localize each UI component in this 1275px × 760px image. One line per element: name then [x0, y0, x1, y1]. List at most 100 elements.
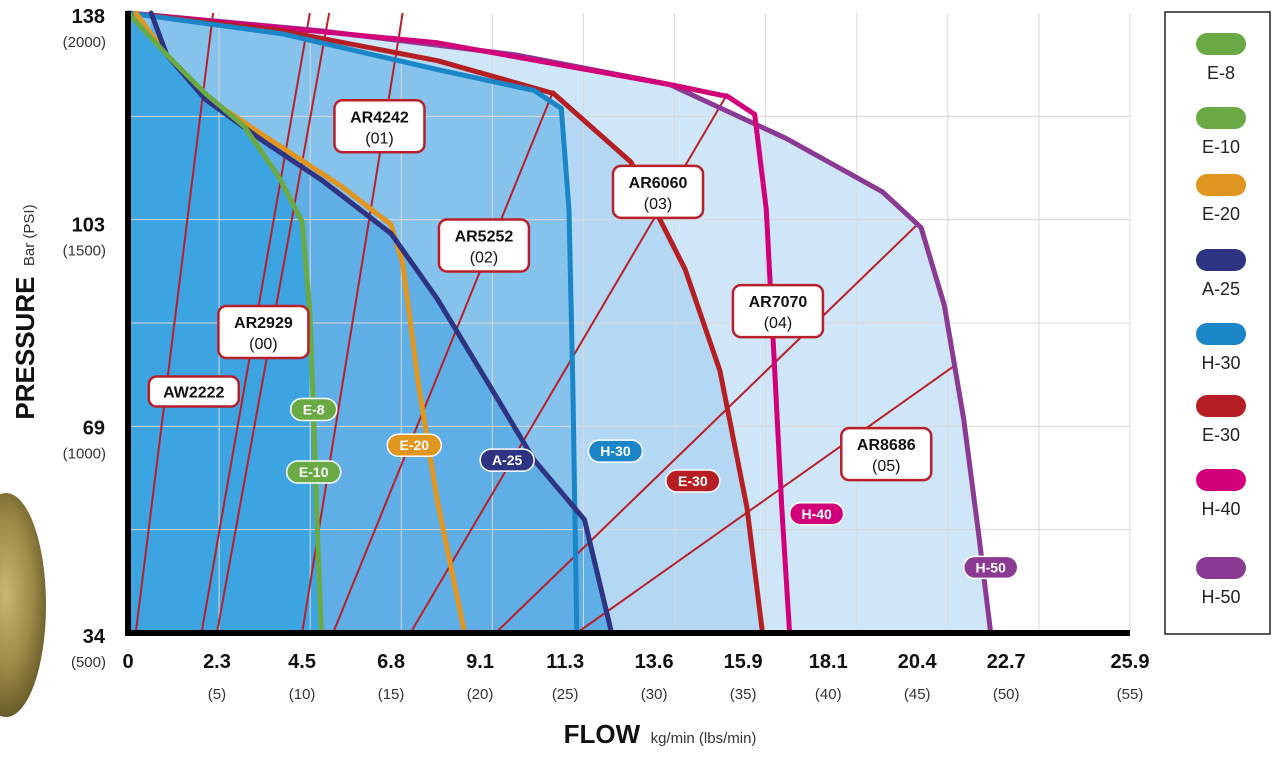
svg-text:PRESSURE Bar (PSI): PRESSURE Bar (PSI) [10, 204, 40, 419]
x-tick-sublabel: (55) [1117, 686, 1144, 703]
model-line-aw2222 [134, 12, 215, 634]
x-tick-sublabel: (30) [641, 686, 668, 703]
model-label-box [333, 99, 426, 154]
x-tick-sublabel: (35) [730, 686, 757, 703]
model-label-box [731, 283, 825, 339]
model-line-ar6060 [332, 90, 555, 634]
y-tick-sublabel: (500) [71, 654, 106, 671]
x-tick-sublabel: (25) [552, 686, 579, 703]
series-label-pill [289, 397, 338, 422]
series-label-pill [665, 469, 721, 493]
legend-swatch [1196, 557, 1246, 579]
x-tick-label: 9.1 [466, 651, 494, 673]
x-tick-sublabel: (50) [993, 686, 1020, 703]
x-tick-label: 18.1 [809, 651, 848, 673]
x-tick-label: 20.4 [898, 651, 938, 673]
y-tick-label: 138 [72, 6, 105, 28]
x-tick-sublabel: (10) [289, 686, 316, 703]
chart-labels: 0 2.3 (5) 4.5 (10) 6.8 (15) 9.1 (20) 11.3 (25) 13.6… [63, 6, 1150, 703]
series-label-text: A-25 [492, 452, 523, 468]
model-label-name: AW2222 [163, 385, 224, 402]
x-axis-title: FLOW [564, 719, 641, 749]
x-tick-label: 11.3 [546, 651, 584, 673]
y-tick-sublabel: (2000) [63, 34, 106, 51]
x-tick-sublabel: (15) [378, 686, 405, 703]
model-label-box [147, 375, 241, 408]
legend-label: E-8 [1207, 63, 1235, 83]
model-label-code: (02) [470, 250, 498, 267]
chart-axes [125, 11, 1130, 636]
x-axis-unit: kg/min (lbs/min) [651, 730, 757, 747]
x-tick-sublabel: (45) [904, 686, 931, 703]
model-label-name: AR4242 [350, 109, 409, 126]
legend-label: H-30 [1201, 353, 1240, 373]
x-tick-sublabel: (5) [208, 686, 226, 703]
legend-swatch [1196, 249, 1246, 271]
x-tick-sublabel: (40) [815, 686, 842, 703]
model-label-box [840, 426, 933, 482]
series-label-text: E-30 [678, 473, 708, 489]
legend-swatch [1196, 323, 1246, 345]
model-label-name: AR8686 [857, 437, 916, 454]
series-line-h-30 [125, 10, 580, 636]
series-label-pill [285, 460, 342, 484]
series-line-h-40 [125, 10, 793, 636]
series-label-pill [587, 439, 644, 463]
y-tick-label: 69 [83, 417, 105, 439]
legend-swatch [1196, 107, 1246, 129]
y-axis-title-group: PRESSURE Bar (PSI) [10, 204, 40, 419]
legend-swatch [1196, 395, 1246, 417]
model-line-unlabeled [576, 363, 957, 634]
series-label-text: H-30 [600, 443, 631, 459]
series-line-e-30 [125, 10, 765, 636]
y-tick-sublabel: (1000) [63, 445, 106, 462]
legend-label: E-30 [1202, 425, 1240, 445]
model-label-name: AR5252 [455, 229, 514, 246]
legend-label: E-20 [1202, 204, 1240, 224]
legend-swatch [1196, 469, 1246, 491]
x-tick-label: 6.8 [377, 651, 405, 673]
legend-label: E-10 [1202, 137, 1240, 157]
x-tick-label: 13.6 [635, 651, 674, 673]
series-label-text: E-8 [303, 401, 325, 417]
legend-label: H-50 [1201, 587, 1240, 607]
legend: E-8 E-10 E-20 A-25 H-30 E-30 H-40 H-50 [1196, 33, 1246, 607]
model-line-ar8686 [494, 223, 918, 634]
x-tick-label: 22.7 [987, 651, 1026, 673]
x-tick-label: 25.9 [1111, 651, 1150, 673]
x-tick-label: 0 [122, 651, 133, 673]
series-label-pill [788, 502, 845, 526]
model-label-code: (04) [764, 315, 792, 332]
legend-swatch [1196, 174, 1246, 196]
y-tick-label: 103 [72, 215, 105, 237]
decorative-image [0, 493, 46, 717]
x-tick-sublabel: (20) [467, 686, 494, 703]
series-label-pill [962, 555, 1019, 580]
x-tick-label: 15.9 [724, 651, 763, 673]
series-label-text: H-50 [976, 559, 1007, 575]
model-label-box [217, 304, 310, 360]
legend-swatch [1196, 33, 1246, 55]
series-line-a-25 [148, 10, 615, 636]
model-label-box [611, 164, 705, 220]
model-label-code: (00) [249, 336, 277, 353]
model-label-code: (01) [365, 130, 393, 147]
series-label-pill [386, 433, 443, 457]
y-tick-label: 34 [83, 626, 106, 648]
svg-text:FLOW kg/min (lbs/min): FLOW kg/min (lbs/min) [564, 719, 757, 749]
model-label-code: (03) [644, 196, 672, 213]
legend-label: H-40 [1201, 499, 1240, 519]
series-label-pill [479, 448, 535, 472]
y-tick-sublabel: (1500) [63, 243, 106, 260]
series-label-text: E-10 [299, 464, 329, 480]
model-label-code: (05) [872, 458, 900, 475]
model-label-name: AR7070 [749, 294, 808, 311]
y-axis-title: PRESSURE [10, 277, 40, 420]
model-label-box [437, 218, 531, 273]
x-tick-label: 4.5 [288, 651, 316, 673]
model-label-name: AR2929 [234, 315, 293, 332]
x-axis-title-group: FLOW kg/min (lbs/min) [564, 719, 757, 749]
series-label-text: H-40 [801, 506, 832, 522]
legend-label: A-25 [1202, 279, 1240, 299]
